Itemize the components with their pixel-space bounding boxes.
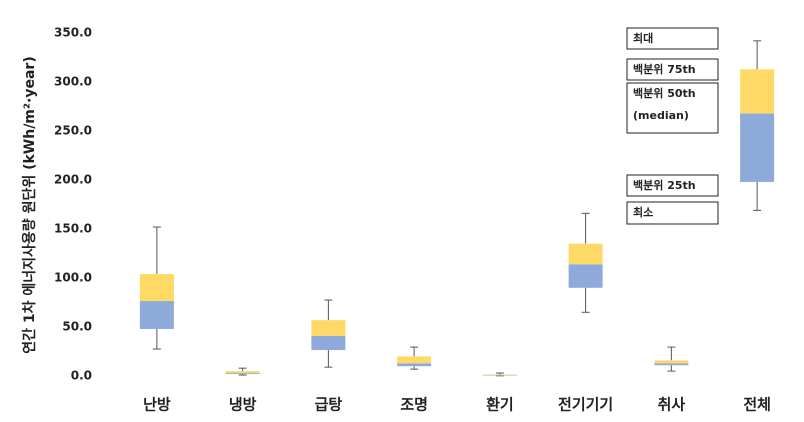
y-tick-label: 0.0 (71, 369, 92, 383)
box-lower (482, 375, 517, 376)
y-tick-label: 50.0 (62, 320, 92, 334)
box-lower (397, 363, 432, 367)
annotation-box (626, 174, 719, 197)
y-tick-label: 250.0 (54, 124, 92, 138)
box-lower (740, 113, 775, 182)
y-tick-label: 100.0 (54, 271, 92, 285)
annotation: (median) (633, 109, 689, 122)
box-lower (568, 264, 603, 288)
box-upper (568, 243, 603, 265)
y-axis-label: 연간 1차 에너지사용량 원단위 (kWh/m²·year) (21, 56, 38, 353)
x-tick-label: 전기기기 (558, 396, 613, 414)
annotation-box (626, 82, 719, 134)
box-upper (397, 356, 432, 364)
y-tick-label: 300.0 (54, 75, 92, 89)
annotation-box (626, 201, 719, 225)
box-lower (311, 335, 346, 351)
box-lower (139, 301, 174, 329)
box-upper (225, 371, 260, 374)
x-tick-label: 환기 (486, 396, 514, 414)
box-lower (654, 363, 689, 366)
x-tick-label: 취사 (658, 396, 686, 414)
box-lower (225, 373, 260, 375)
box-upper (654, 360, 689, 364)
box-upper (482, 374, 517, 376)
box-upper (139, 274, 174, 302)
annotation: 백분위 75th (633, 62, 696, 76)
x-tick-label: 급탕 (315, 396, 343, 414)
annotation: 백분위 50th (633, 86, 696, 100)
y-tick-label: 150.0 (54, 222, 92, 236)
annotation-box (626, 27, 719, 50)
x-tick-label: 냉방 (229, 396, 257, 414)
annotation-box (626, 58, 719, 81)
x-tick-label: 전체 (743, 396, 771, 414)
x-tick-label: 조명 (400, 396, 428, 414)
box-upper (311, 320, 346, 336)
y-tick-label: 350.0 (54, 26, 92, 40)
y-tick-label: 200.0 (54, 173, 92, 187)
annotation: 최대 (633, 31, 653, 45)
annotation: 최소 (633, 205, 653, 219)
annotation: 백분위 25th (633, 178, 696, 192)
box-upper (740, 69, 775, 114)
x-tick-label: 난방 (143, 396, 171, 414)
